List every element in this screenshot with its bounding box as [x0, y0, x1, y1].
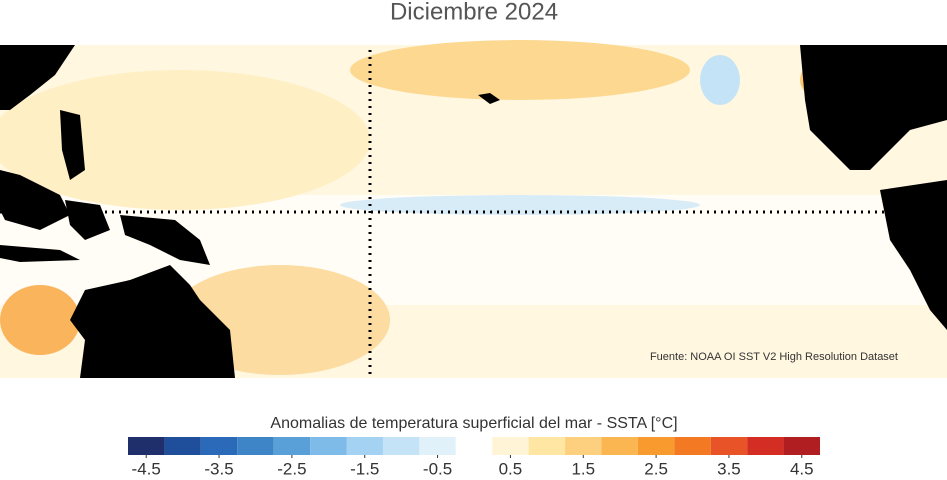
- colorbar-tick-label: -1.5: [350, 459, 379, 478]
- anomaly-area: [350, 40, 690, 100]
- colorbar-tick-label: -2.5: [277, 459, 306, 478]
- title: Diciembre 2024: [390, 0, 558, 25]
- colorbar-segment: [164, 437, 201, 455]
- colorbar-tick-label: 3.5: [717, 459, 741, 478]
- colorbar: -4.5 -3.5 -2.5 -1.5 -0.5 0.5 1.5 2.5 3.5 4.5: [128, 437, 820, 478]
- anomaly-area: [0, 70, 370, 210]
- source: Fuente: NOAA OI SST V2 High Resolution D…: [650, 351, 898, 363]
- anomaly-area: [0, 285, 80, 355]
- colorbar-segment: [200, 437, 238, 455]
- colorbar-segment: [419, 437, 456, 455]
- colorbar-tick-label: -3.5: [204, 459, 233, 478]
- colorbar-segment: [710, 437, 748, 455]
- colorbar-segment: [565, 437, 602, 455]
- colorbar-tick-label: 2.5: [644, 459, 668, 478]
- colorbar-segment: [783, 437, 820, 455]
- colorbar-segment: [747, 437, 784, 455]
- colorbar-label: Anomalias de temperatura superficial del…: [270, 415, 677, 432]
- colorbar-segment: [310, 437, 347, 455]
- colorbar-segment: [346, 437, 383, 455]
- colorbar-segment: [637, 437, 675, 455]
- map: Fuente: NOAA OI SST V2 High Resolution D…: [0, 40, 947, 378]
- colorbar-segment: [492, 437, 529, 455]
- colorbar-segment: [382, 437, 420, 455]
- anomaly-area: [340, 195, 700, 215]
- colorbar-tick-label: 4.5: [790, 459, 814, 478]
- colorbar-segment: [601, 437, 638, 455]
- colorbar-segment: [674, 437, 711, 455]
- colorbar-segment: [528, 437, 566, 455]
- colorbar-segment: [237, 437, 274, 455]
- colorbar-segment: [273, 437, 311, 455]
- colorbar-tick-label: 1.5: [571, 459, 595, 478]
- anomaly-area: [700, 55, 740, 105]
- land: [0, 45, 947, 378]
- colorbar-tick-label: -0.5: [423, 459, 452, 478]
- colorbar-segment: [455, 437, 493, 455]
- colorbar-segment: [128, 437, 165, 455]
- colorbar-tick-label: -4.5: [132, 459, 161, 478]
- colorbar-tick-label: 0.5: [499, 459, 523, 478]
